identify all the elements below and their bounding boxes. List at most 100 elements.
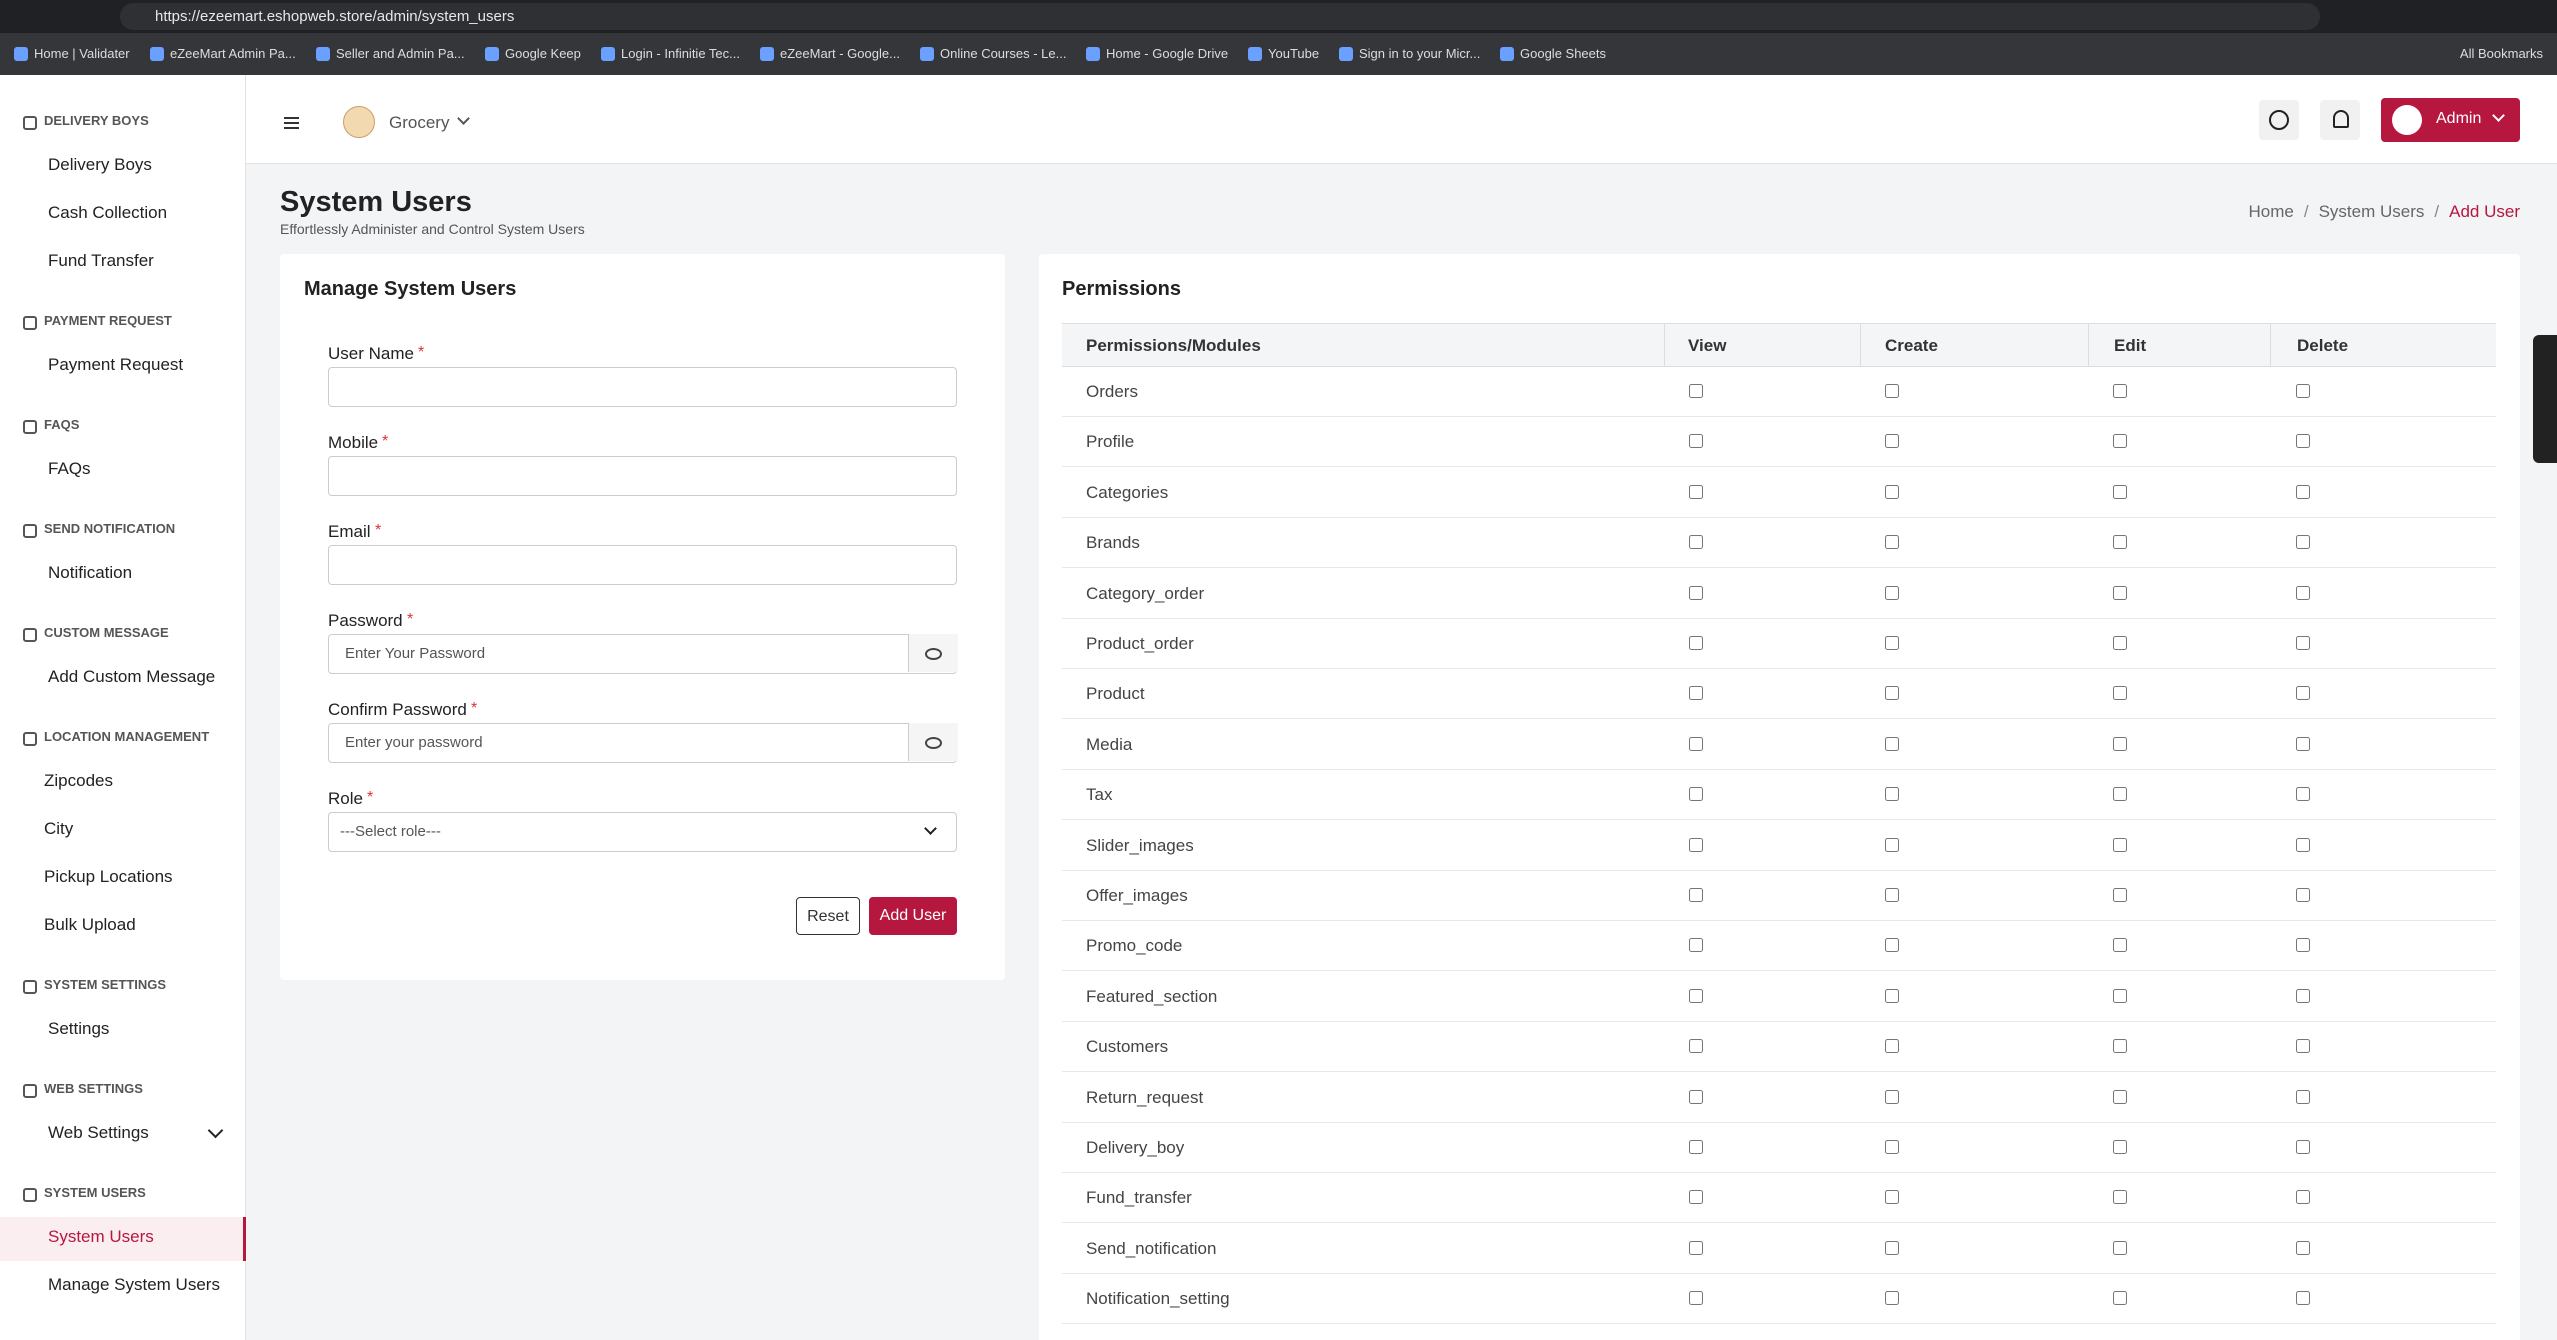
permission-checkbox[interactable] bbox=[2296, 736, 2310, 751]
bookmark[interactable]: Online Courses - Le... bbox=[940, 46, 1067, 61]
permission-checkbox[interactable] bbox=[2296, 1140, 2310, 1154]
bookmark[interactable]: Home | Validater bbox=[34, 46, 130, 61]
sidebar-item[interactable]: Settings bbox=[48, 1019, 110, 1038]
permission-checkbox[interactable] bbox=[2113, 585, 2127, 600]
sidebar-item[interactable]: Bulk Upload bbox=[44, 915, 136, 934]
bookmark[interactable]: YouTube bbox=[1268, 46, 1320, 61]
permission-checkbox[interactable] bbox=[2296, 988, 2310, 1003]
permission-checkbox[interactable] bbox=[1885, 888, 1899, 902]
permission-checkbox[interactable] bbox=[2296, 384, 2310, 398]
permission-checkbox[interactable] bbox=[2113, 1039, 2127, 1054]
permission-checkbox[interactable] bbox=[1885, 1089, 1899, 1104]
permission-checkbox[interactable] bbox=[1885, 1291, 1899, 1306]
permission-checkbox[interactable] bbox=[2296, 888, 2310, 902]
permission-checkbox[interactable] bbox=[2296, 434, 2310, 449]
bookmark[interactable]: Sign in to your Micr... bbox=[1359, 46, 1481, 61]
sidebar-item[interactable]: Cash Collection bbox=[48, 203, 168, 222]
sidebar-item[interactable]: Notification bbox=[48, 563, 133, 582]
input[interactable] bbox=[328, 367, 957, 407]
permission-checkbox[interactable] bbox=[2113, 837, 2127, 852]
permission-checkbox[interactable] bbox=[2113, 1291, 2127, 1306]
permission-checkbox[interactable] bbox=[2113, 434, 2127, 449]
permission-checkbox[interactable] bbox=[1885, 988, 1899, 1003]
permission-checkbox[interactable] bbox=[2296, 938, 2310, 953]
permission-checkbox[interactable] bbox=[2296, 837, 2310, 852]
permission-checkbox[interactable] bbox=[1689, 585, 1703, 600]
permission-checkbox[interactable] bbox=[1689, 1140, 1703, 1154]
permission-checkbox[interactable] bbox=[1885, 434, 1899, 449]
permission-checkbox[interactable] bbox=[2296, 1291, 2310, 1306]
permission-checkbox[interactable] bbox=[2113, 988, 2127, 1003]
permission-checkbox[interactable] bbox=[2113, 787, 2127, 802]
all-bookmarks[interactable]: All Bookmarks bbox=[2459, 46, 2543, 61]
permission-checkbox[interactable] bbox=[1689, 837, 1703, 852]
bookmark[interactable]: eZeeMart - Google... bbox=[780, 46, 900, 61]
permission-checkbox[interactable] bbox=[2113, 535, 2127, 550]
permission-checkbox[interactable] bbox=[1885, 585, 1899, 600]
sidebar-item[interactable]: System Users bbox=[48, 1227, 154, 1246]
sidebar-item[interactable]: FAQs bbox=[48, 459, 91, 478]
url[interactable]: https://ezeemart.eshopweb.store/admin/sy… bbox=[155, 8, 515, 25]
reset-btn[interactable]: Reset bbox=[796, 897, 860, 935]
permission-checkbox[interactable] bbox=[1885, 1039, 1899, 1054]
submit-btn[interactable]: Add User bbox=[869, 897, 957, 935]
permission-checkbox[interactable] bbox=[1689, 1240, 1703, 1255]
sidebar-item[interactable]: Zipcodes bbox=[44, 771, 113, 790]
permission-checkbox[interactable] bbox=[2113, 1140, 2127, 1154]
bookmark[interactable]: Google Sheets bbox=[1520, 46, 1607, 61]
permission-checkbox[interactable] bbox=[2296, 787, 2310, 802]
bookmark[interactable]: eZeeMart Admin Pa... bbox=[170, 46, 296, 61]
permission-checkbox[interactable] bbox=[2113, 736, 2127, 751]
permission-checkbox[interactable] bbox=[1689, 484, 1703, 499]
permission-checkbox[interactable] bbox=[2113, 888, 2127, 902]
permission-checkbox[interactable] bbox=[1689, 1291, 1703, 1306]
sidebar-item[interactable]: Web Settings bbox=[48, 1123, 149, 1142]
permission-checkbox[interactable] bbox=[1885, 384, 1899, 398]
permission-checkbox[interactable] bbox=[2113, 1089, 2127, 1104]
sidebar-item[interactable]: Add Custom Message bbox=[48, 667, 216, 686]
input[interactable] bbox=[328, 456, 957, 496]
permission-checkbox[interactable] bbox=[2296, 585, 2310, 600]
permission-checkbox[interactable] bbox=[1885, 736, 1899, 751]
sidebar-item[interactable]: Pickup Locations bbox=[44, 867, 173, 886]
permission-checkbox[interactable] bbox=[2296, 636, 2310, 650]
input[interactable] bbox=[328, 634, 957, 674]
permission-checkbox[interactable] bbox=[1689, 434, 1703, 449]
toggle-btn[interactable] bbox=[908, 723, 958, 761]
permission-checkbox[interactable] bbox=[1689, 1089, 1703, 1104]
permission-checkbox[interactable] bbox=[1689, 384, 1703, 398]
permission-checkbox[interactable] bbox=[1689, 888, 1703, 902]
permission-checkbox[interactable] bbox=[1885, 938, 1899, 953]
permission-checkbox[interactable] bbox=[2296, 484, 2310, 499]
store-name[interactable]: Grocery bbox=[389, 113, 450, 132]
sidebar-item[interactable]: Manage System Users bbox=[48, 1275, 220, 1294]
bookmark[interactable]: Seller and Admin Pa... bbox=[336, 46, 465, 61]
sidebar-item[interactable]: Payment Request bbox=[48, 355, 184, 374]
select[interactable] bbox=[328, 812, 957, 852]
permission-checkbox[interactable] bbox=[1689, 686, 1703, 701]
input[interactable] bbox=[328, 545, 957, 585]
permission-checkbox[interactable] bbox=[1885, 636, 1899, 650]
sidebar-item[interactable]: Delivery Boys bbox=[48, 155, 152, 174]
permission-checkbox[interactable] bbox=[1689, 1190, 1703, 1205]
permission-checkbox[interactable] bbox=[2296, 1240, 2310, 1255]
menu-line[interactable] bbox=[284, 117, 299, 119]
permission-checkbox[interactable] bbox=[2296, 1039, 2310, 1054]
bookmark[interactable]: Login - Infinitie Tec... bbox=[621, 46, 740, 61]
permission-checkbox[interactable] bbox=[1689, 988, 1703, 1003]
permission-checkbox[interactable] bbox=[1885, 837, 1899, 852]
permission-checkbox[interactable] bbox=[2296, 1190, 2310, 1205]
permission-checkbox[interactable] bbox=[1885, 484, 1899, 499]
permission-checkbox[interactable] bbox=[2296, 686, 2310, 701]
permission-checkbox[interactable] bbox=[1885, 1190, 1899, 1205]
permission-checkbox[interactable] bbox=[1885, 686, 1899, 701]
permission-checkbox[interactable] bbox=[1885, 787, 1899, 802]
permission-checkbox[interactable] bbox=[2113, 686, 2127, 701]
user-name[interactable]: Admin bbox=[2436, 110, 2482, 127]
permission-checkbox[interactable] bbox=[2113, 636, 2127, 650]
permission-checkbox[interactable] bbox=[2113, 1240, 2127, 1255]
sidebar-item[interactable]: Fund Transfer bbox=[48, 251, 154, 270]
permission-checkbox[interactable] bbox=[1689, 787, 1703, 802]
permission-checkbox[interactable] bbox=[1689, 535, 1703, 550]
input[interactable] bbox=[328, 723, 957, 763]
